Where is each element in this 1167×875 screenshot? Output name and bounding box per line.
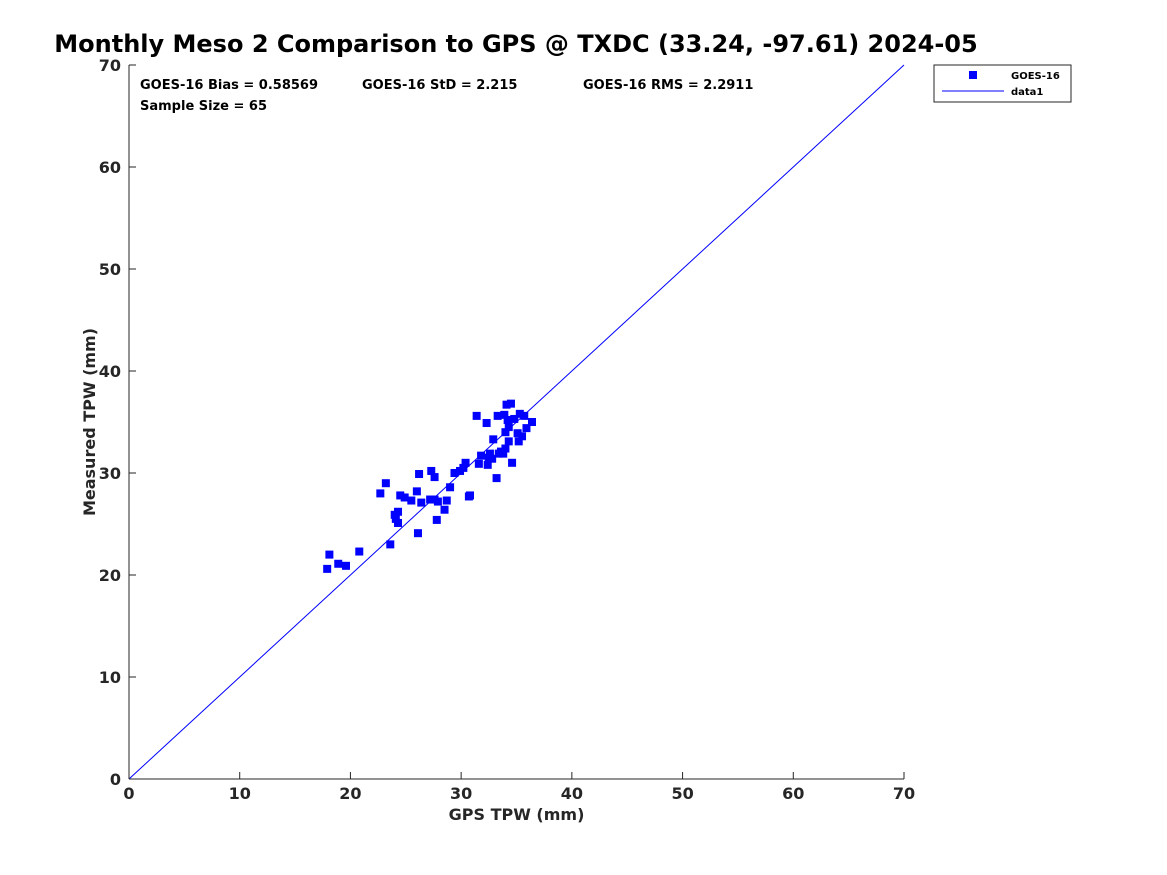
data-point xyxy=(475,460,483,468)
data-point xyxy=(433,516,441,524)
data-point xyxy=(466,491,474,499)
data-point xyxy=(323,565,331,573)
x-tick-label: 70 xyxy=(893,784,915,803)
data-point xyxy=(434,498,442,506)
bias-stat: GOES-16 Bias = 0.58569 xyxy=(140,78,318,93)
y-tick-label: 40 xyxy=(99,362,121,381)
y-axis-label: Measured TPW (mm) xyxy=(80,328,99,516)
data-point xyxy=(443,497,451,505)
y-tick-label: 70 xyxy=(99,56,121,75)
x-tick-label: 0 xyxy=(123,784,134,803)
sample-size-stat: Sample Size = 65 xyxy=(140,99,267,114)
y-tick-label: 30 xyxy=(99,464,121,483)
data-point xyxy=(446,483,454,491)
scatter-chart: Monthly Meso 2 Comparison to GPS @ TXDC … xyxy=(0,0,1167,875)
data-point xyxy=(441,506,449,514)
x-tick-label: 50 xyxy=(671,784,693,803)
data-point xyxy=(342,562,350,570)
legend-label-goes16: GOES-16 xyxy=(1011,71,1060,82)
data-point xyxy=(485,454,493,462)
data-point xyxy=(413,487,421,495)
x-tick-label: 20 xyxy=(339,784,361,803)
data-point xyxy=(493,474,501,482)
data-point xyxy=(473,412,481,420)
data-point xyxy=(382,479,390,487)
data-point xyxy=(505,437,513,445)
data-point xyxy=(483,419,491,427)
y-tick-label: 0 xyxy=(110,770,121,789)
data-point xyxy=(334,560,342,568)
data-point xyxy=(414,529,422,537)
y-tick-label: 10 xyxy=(99,668,121,687)
chart-title: Monthly Meso 2 Comparison to GPS @ TXDC … xyxy=(54,30,977,58)
data-point xyxy=(477,452,485,460)
std-stat: GOES-16 StD = 2.215 xyxy=(362,78,517,93)
x-tick-label: 60 xyxy=(782,784,804,803)
legend-label-data1: data1 xyxy=(1011,87,1043,98)
data-point xyxy=(376,489,384,497)
data-point xyxy=(518,432,526,440)
data-point xyxy=(528,418,536,426)
data-point xyxy=(394,508,402,516)
data-point xyxy=(508,459,516,467)
data-point xyxy=(520,412,528,420)
data-point xyxy=(407,497,415,505)
data-point xyxy=(431,473,439,481)
x-tick-label: 30 xyxy=(450,784,472,803)
data-point xyxy=(489,435,497,443)
data-point xyxy=(325,551,333,559)
y-tick-label: 20 xyxy=(99,566,121,585)
data-point xyxy=(355,548,363,556)
data-point xyxy=(501,428,509,436)
data-point xyxy=(417,499,425,507)
data-point xyxy=(456,467,464,475)
y-tick-label: 60 xyxy=(99,158,121,177)
data-point xyxy=(462,459,470,467)
x-tick-label: 10 xyxy=(229,784,251,803)
legend: GOES-16 data1 xyxy=(934,65,1071,102)
data-point xyxy=(415,470,423,478)
data-point xyxy=(507,400,515,408)
data-point xyxy=(386,540,394,548)
x-tick-label: 40 xyxy=(561,784,583,803)
data-point xyxy=(497,448,505,456)
x-axis-label: GPS TPW (mm) xyxy=(449,805,585,824)
rms-stat: GOES-16 RMS = 2.2911 xyxy=(583,78,753,93)
legend-marker-goes16 xyxy=(969,71,977,79)
y-tick-label: 50 xyxy=(99,260,121,279)
data-point xyxy=(394,519,402,527)
